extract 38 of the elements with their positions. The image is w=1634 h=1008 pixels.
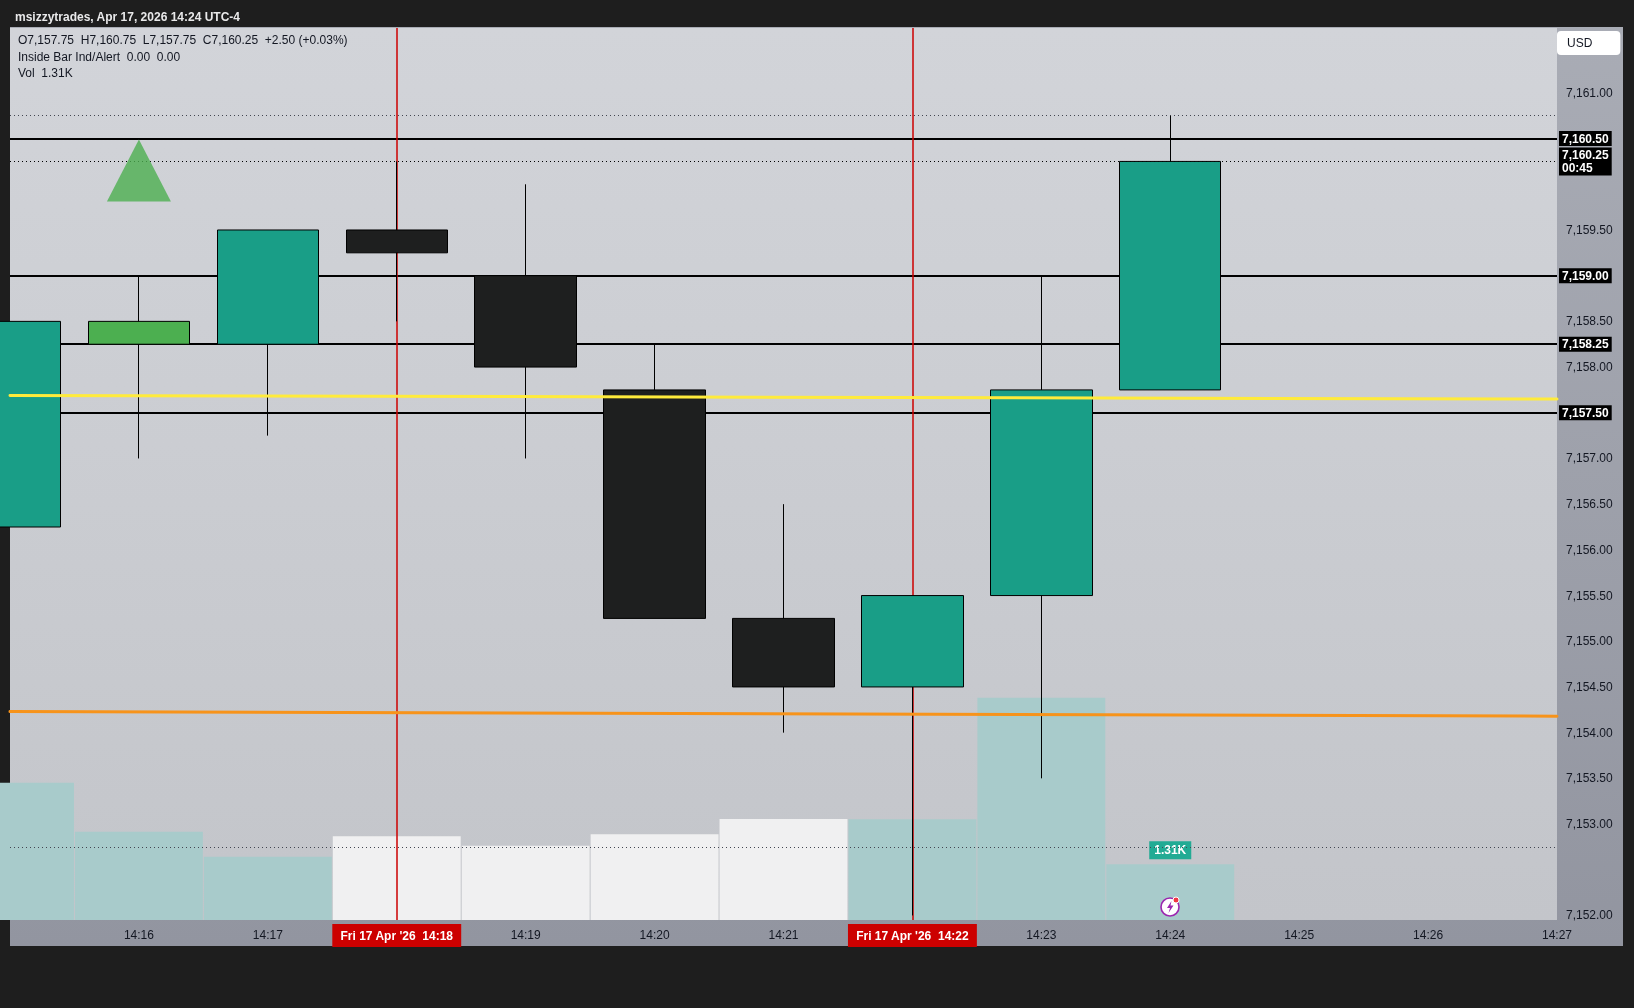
y-tick-label: 7,156.00: [1566, 542, 1614, 557]
y-tick-label: 7,154.50: [1566, 679, 1614, 694]
candlestick: [732, 503, 835, 734]
y-tick-label: 7,158.50: [1566, 314, 1614, 329]
ref-line-label: Fri 17 Apr '26 14:22: [856, 928, 969, 943]
y-tick-label: 7,159.50: [1566, 222, 1614, 237]
x-tick-label: 14:23: [1026, 928, 1057, 942]
x-tick-label: 14:20: [639, 928, 670, 942]
x-tick-label: 14:25: [1284, 928, 1315, 942]
x-tick-label: 14:27: [1541, 928, 1573, 942]
annotation: O7,157.75 H7,160.75 L7,157.75 C7,160.25 +2.50 (+0.03%): [18, 33, 348, 47]
x-tick-label: 14:24: [1155, 928, 1186, 942]
y-tick-label: 7,154.00: [1566, 725, 1614, 740]
ref-line-label: 7,158.25: [1562, 337, 1610, 352]
ref-line-label: 7,157.50: [1562, 405, 1610, 420]
y-tick-label: 7,152.00: [1566, 908, 1614, 923]
x-tick-label: 14:16: [123, 928, 155, 942]
annotation: Inside Bar Ind/Alert 0.00 0.00: [18, 49, 181, 64]
x-tick-label: 14:26: [1413, 928, 1444, 942]
y-tick-label: 7,153.50: [1566, 771, 1614, 786]
y-tick-label: 7,155.00: [1566, 634, 1614, 649]
x-tick-label: 14:19: [510, 928, 542, 942]
y-tick-label: 7,156.50: [1566, 497, 1614, 512]
y-tick-label: 7,158.00: [1566, 360, 1614, 375]
x-tick-label: 14:21: [768, 928, 799, 942]
ref-line-label: 7,160.50: [1562, 131, 1610, 146]
ref-line-label: 7,160.25 00:45: [1562, 147, 1610, 175]
ref-line-label: 7,159.00: [1562, 268, 1610, 283]
y-tick-label: 7,157.00: [1566, 451, 1614, 466]
ref-line-label: Fri 17 Apr '26 14:18: [340, 928, 454, 943]
data-label: 1.31K: [1154, 843, 1187, 858]
annotation: Vol 1.31K: [18, 66, 73, 80]
x-tick-label: 14:17: [252, 928, 284, 942]
chart-title: msizzytrades, Apr 17, 2026 14:24 UTC-4: [15, 10, 241, 24]
y-tick-label: 7,161.00: [1566, 85, 1614, 100]
y-tick-label: 7,155.50: [1566, 588, 1614, 603]
y-tick-label: 7,153.00: [1566, 817, 1614, 832]
y-axis-title: USD: [1567, 36, 1593, 50]
